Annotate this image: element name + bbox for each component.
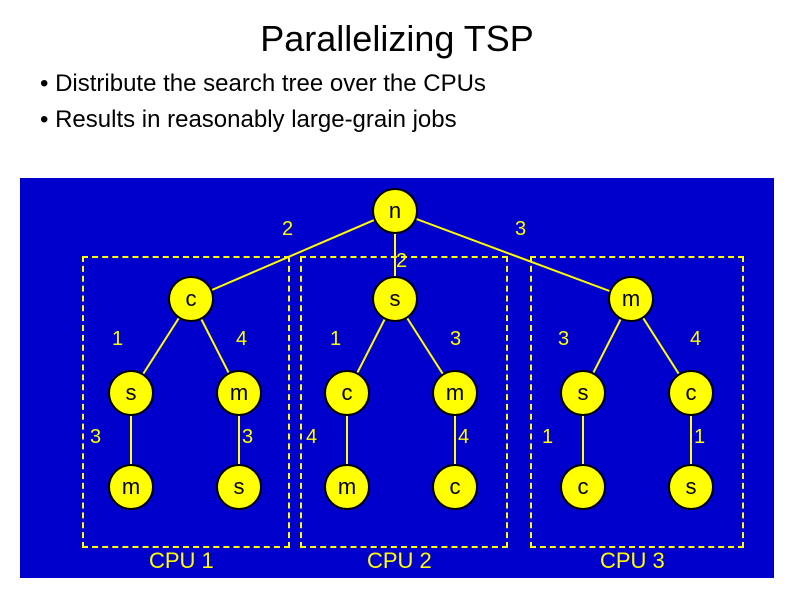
cpu-group-box xyxy=(300,256,508,548)
bullet-list: Distribute the search tree over the CPUs… xyxy=(0,60,794,134)
edge-label: 3 xyxy=(515,218,526,241)
bullet-item: Results in reasonably large-grain jobs xyxy=(40,106,794,134)
cpu-label: CPU 2 xyxy=(367,548,432,574)
tree-diagram: 223141334334411ncsmsmcmscmsmccsCPU 1CPU … xyxy=(20,178,774,578)
tree-node: n xyxy=(372,188,418,234)
page-title: Parallelizing TSP xyxy=(0,0,794,60)
cpu-group-box xyxy=(530,256,744,548)
cpu-label: CPU 1 xyxy=(149,548,214,574)
cpu-group-box xyxy=(82,256,290,548)
bullet-item: Distribute the search tree over the CPUs xyxy=(40,70,794,98)
cpu-label: CPU 3 xyxy=(600,548,665,574)
edge-label: 2 xyxy=(282,218,293,241)
